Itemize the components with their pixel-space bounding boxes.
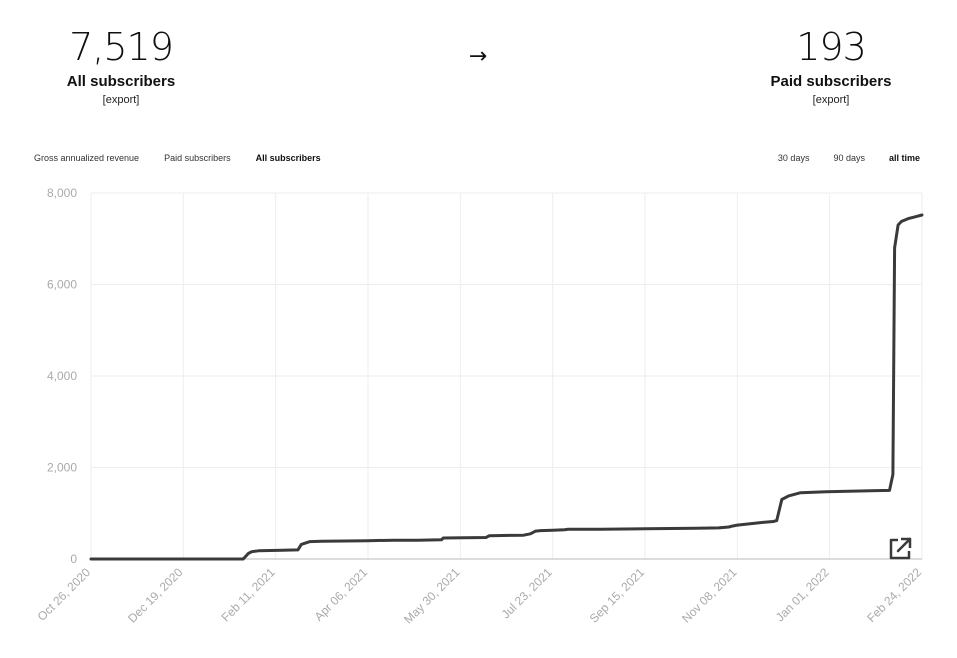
- y-tick-label: 4,000: [47, 369, 77, 383]
- range-90-days[interactable]: 90 days: [833, 153, 865, 163]
- subscribers-line: [89, 213, 924, 561]
- all-subscribers-stat: 7,519 All subscribers [export]: [21, 22, 221, 107]
- tab-all-subscribers[interactable]: All subscribers: [255, 153, 321, 163]
- x-tick-label: Jan 01, 2022: [773, 565, 832, 624]
- range-30-days[interactable]: 30 days: [777, 153, 810, 163]
- x-tick-label: Nov 08, 2021: [679, 565, 740, 626]
- all-subscribers-label: All subscribers: [66, 73, 176, 90]
- paid-subscribers-count: 193: [796, 25, 867, 69]
- y-tick-label: 8,000: [47, 186, 77, 200]
- metric-tabs: Gross annualized revenue Paid subscriber…: [34, 153, 321, 163]
- range-tabs: 30 days 90 days all time: [778, 153, 920, 163]
- y-tick-label: 0: [70, 552, 77, 566]
- paid-subscribers-stat: 193 Paid subscribers [export]: [731, 22, 931, 107]
- x-tick-label: Feb 11, 2021: [219, 565, 279, 625]
- paid-subscribers-label: Paid subscribers: [770, 73, 892, 90]
- x-tick-label: May 30, 2021: [401, 565, 463, 627]
- range-all-time[interactable]: all time: [888, 153, 920, 163]
- export-paid-subscribers-link[interactable]: [export]: [812, 94, 850, 106]
- tab-paid-subscribers[interactable]: Paid subscribers: [164, 153, 231, 163]
- x-tick-label: Jul 23, 2021: [499, 565, 555, 621]
- x-tick-label: Oct 26, 2020: [35, 565, 94, 624]
- x-tick-label: Feb 24, 2022: [864, 565, 924, 625]
- x-tick-label: Dec 19, 2020: [125, 565, 186, 626]
- x-tick-label: Apr 06, 2021: [312, 565, 371, 624]
- x-tick-label: Sep 15, 2021: [587, 565, 648, 626]
- open-external-icon[interactable]: [887, 536, 913, 562]
- y-tick-label: 2,000: [47, 461, 77, 475]
- arrow-right-icon: →: [468, 44, 488, 69]
- tab-gross-annualized-revenue[interactable]: Gross annualized revenue: [34, 153, 140, 163]
- y-tick-label: 6,000: [47, 278, 77, 292]
- export-all-subscribers-link[interactable]: [export]: [102, 94, 140, 106]
- all-subscribers-count: 7,519: [69, 25, 174, 69]
